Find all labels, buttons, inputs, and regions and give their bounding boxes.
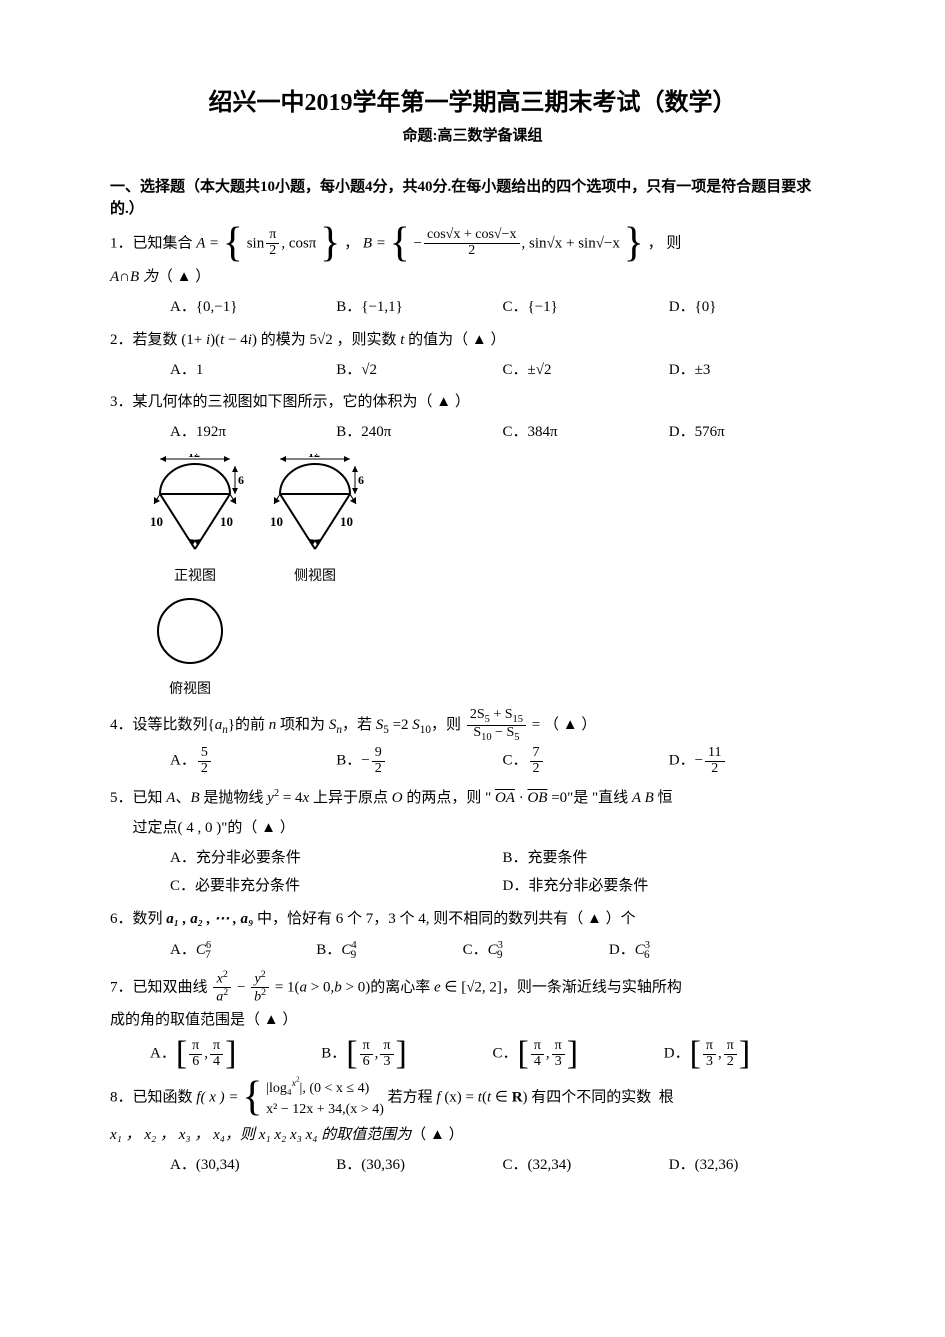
opt-d: D．(32,36) xyxy=(669,1154,835,1177)
three-view-diagram: 12 6 10 10 正视图 12 6 10 10 xyxy=(140,454,835,587)
opt-b: B．C49 xyxy=(316,938,462,964)
question-3: 3．某几何体的三视图如下图所示，它的体积为（ ▲ ） xyxy=(110,387,835,417)
svg-text:10: 10 xyxy=(150,514,163,529)
opt-b: B．[π6,π3] xyxy=(321,1039,492,1070)
opt-a: A．(30,34) xyxy=(170,1154,336,1177)
opt-a: A．C67 xyxy=(170,938,316,964)
opt-a: A．52 xyxy=(170,746,336,776)
q5-options: A．充分非必要条件 B．充要条件 xyxy=(110,847,835,870)
opt-c: C．72 xyxy=(503,746,669,776)
q-num: 1． xyxy=(110,235,133,251)
question-1: 1．已知集合 A = { sinπ2, cosπ } ， B = { −cos√… xyxy=(110,225,835,293)
opt-d: D．576π xyxy=(669,421,835,444)
svg-text:10: 10 xyxy=(340,514,353,529)
q4-options: A．52 B．−92 C．72 D．−112 xyxy=(110,746,835,776)
opt-c: C．C39 xyxy=(463,938,609,964)
opt-c: C．384π xyxy=(503,421,669,444)
svg-text:12: 12 xyxy=(308,454,320,460)
question-8: 8．已知函数 f( x ) = { |log₄x2|, (0 < x ≤ 4) … xyxy=(110,1076,835,1150)
page-title: 绍兴一中2019学年第一学期高三期末考试（数学） xyxy=(110,85,835,121)
side-view: 12 6 10 10 侧视图 xyxy=(260,454,370,587)
opt-d: D．C36 xyxy=(609,938,755,964)
q8-options: A．(30,34) B．(30,36) C．(32,34) D．(32,36) xyxy=(110,1154,835,1177)
opt-c: C．±√2 xyxy=(503,359,669,382)
opt-c: C．{−1} xyxy=(503,296,669,319)
q1-options: A．{0,−1} B．{−1,1} C．{−1} D．{0} xyxy=(110,296,835,319)
question-5: 5．已知 A、B 是抛物线 y2 = 4x 上异于原点 O 的两点，则 " OA… xyxy=(110,783,835,843)
opt-a: A．充分非必要条件 xyxy=(170,847,503,870)
opt-d: D．±3 xyxy=(669,359,835,382)
q2-options: A．1 B．√2 C．±√2 D．±3 xyxy=(110,359,835,382)
svg-text:6: 6 xyxy=(358,473,364,487)
question-6: 6．数列 a₁ , a₂ , ⋯ , a₉ 中，恰好有 6 个 7，3 个 4,… xyxy=(110,904,835,934)
svg-text:10: 10 xyxy=(270,514,283,529)
opt-d: D．−112 xyxy=(669,746,835,776)
opt-d: D．{0} xyxy=(669,296,835,319)
front-view: 12 6 10 10 正视图 xyxy=(140,454,250,587)
opt-a: A．1 xyxy=(170,359,336,382)
svg-text:10: 10 xyxy=(220,514,233,529)
opt-d: D．非充分非必要条件 xyxy=(503,875,836,898)
opt-a: A．{0,−1} xyxy=(170,296,336,319)
page-subtitle: 命题:高三数学备课组 xyxy=(110,125,835,148)
q7-options: A．[π6,π4] B．[π6,π3] C．[π4,π3] D．[π3,π2] xyxy=(110,1039,835,1070)
opt-b: B．−92 xyxy=(336,746,502,776)
section-header: 一、选择题（本大题共10小题，每小题4分，共40分.在每小题给出的四个选项中，只… xyxy=(110,176,835,221)
opt-c: C．必要非充分条件 xyxy=(170,875,503,898)
svg-text:6: 6 xyxy=(238,473,244,487)
opt-b: B．充要条件 xyxy=(503,847,836,870)
opt-c: C．(32,34) xyxy=(503,1154,669,1177)
q5-options-2: C．必要非充分条件 D．非充分非必要条件 xyxy=(110,875,835,898)
opt-a: A．[π6,π4] xyxy=(150,1039,321,1070)
question-4: 4．设等比数列{an}的前 n 项和为 Sn，若 S5 =2 S10，则 2S5… xyxy=(110,708,835,743)
opt-b: B．√2 xyxy=(336,359,502,382)
opt-b: B．240π xyxy=(336,421,502,444)
question-7: 7．已知双曲线 x2a2 − y2b2 = 1(a > 0,b > 0)的离心率… xyxy=(110,970,835,1036)
top-view: 俯视图 xyxy=(140,591,835,700)
opt-a: A．192π xyxy=(170,421,336,444)
opt-b: B．(30,36) xyxy=(336,1154,502,1177)
q6-options: A．C67 B．C49 C．C39 D．C36 xyxy=(110,938,835,964)
opt-c: C．[π4,π3] xyxy=(493,1039,664,1070)
q3-options: A．192π B．240π C．384π D．576π xyxy=(110,421,835,444)
opt-d: D．[π3,π2] xyxy=(664,1039,835,1070)
opt-b: B．{−1,1} xyxy=(336,296,502,319)
svg-text:12: 12 xyxy=(188,454,200,460)
question-2: 2．若复数 (1+ i)(t − 4i) 的模为 5√2 ，则实数 t 的值为（… xyxy=(110,325,835,355)
